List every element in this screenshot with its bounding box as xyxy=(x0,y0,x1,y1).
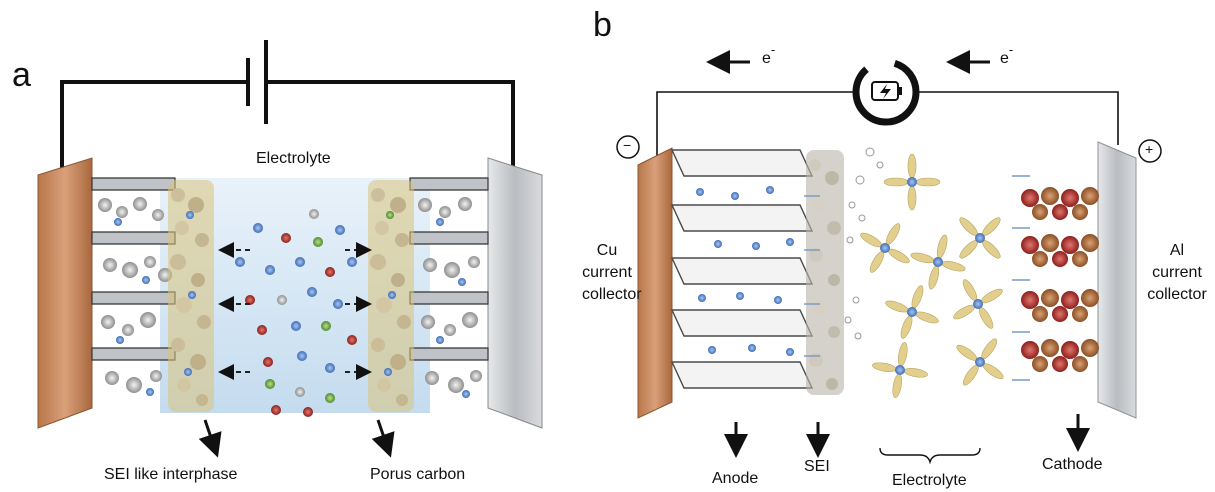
cu-collector-label: Cu current collector xyxy=(582,242,642,303)
charging-cycle-icon xyxy=(852,58,920,126)
panel-a-sei-label: SEI like interphase xyxy=(104,466,238,483)
panel-a-right-sei-column xyxy=(368,180,414,412)
electrolyte-bracket xyxy=(879,447,981,465)
positive-sign: + xyxy=(1145,141,1154,157)
panel-a-left-sei-column xyxy=(168,180,214,412)
panel-b-solvated-li-ions xyxy=(880,177,985,375)
panel-a-letter: a xyxy=(12,56,31,94)
panel-b-bubbles xyxy=(844,147,884,340)
panel-a-copper-collector xyxy=(37,157,93,429)
sei-b-label: SEI xyxy=(804,458,830,475)
electron-label-right: e- xyxy=(1000,42,1014,67)
panel-b-electrolyte-label: Electrolyte xyxy=(892,472,967,489)
panel-a-circuit xyxy=(60,40,515,170)
negative-terminal-icon xyxy=(616,135,640,159)
panel-b-cathode-ion-arrows xyxy=(804,175,1030,381)
panel-a-right-carbon-layers xyxy=(409,177,489,361)
panel-b-sei-column xyxy=(806,150,844,395)
panel-a-electrolyte-ions xyxy=(235,209,357,417)
carbon-pointer-arrow xyxy=(371,419,395,458)
panel-b-circuit xyxy=(656,50,1119,165)
positive-terminal-icon xyxy=(1138,139,1162,163)
panel-b-anode-graphene xyxy=(670,149,814,389)
electron-label-left: e- xyxy=(762,42,776,67)
panel-a-left-carbon-particles xyxy=(98,197,172,396)
panel-a-right-carbon-particles xyxy=(418,197,482,398)
sei-pointer-arrow xyxy=(198,419,222,458)
cathode-label: Cathode xyxy=(1042,456,1103,473)
panel-b-solvation-shells xyxy=(860,153,1004,398)
negative-sign: − xyxy=(623,137,632,153)
panel-b-cu-collector xyxy=(637,147,673,419)
panel-b-al-collector xyxy=(1097,141,1137,419)
panel-b-cathode-layers xyxy=(1021,187,1099,372)
panel-b-letter: b xyxy=(593,6,612,44)
anode-label: Anode xyxy=(712,470,759,487)
panel-a-left-carbon-layers xyxy=(91,177,176,361)
al-collector-label: Al current collector xyxy=(1147,242,1207,303)
panel-a-ion-flow-arrows xyxy=(218,242,372,380)
panel-b-anode-li-ions xyxy=(696,186,794,356)
panel-a-carbon-label: Porus carbon xyxy=(370,466,466,483)
panel-a-aluminum-collector xyxy=(487,157,543,429)
panel-a-electrolyte-label: Electrolyte xyxy=(256,150,331,167)
